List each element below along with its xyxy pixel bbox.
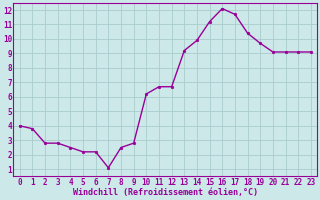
X-axis label: Windchill (Refroidissement éolien,°C): Windchill (Refroidissement éolien,°C)	[73, 188, 258, 197]
